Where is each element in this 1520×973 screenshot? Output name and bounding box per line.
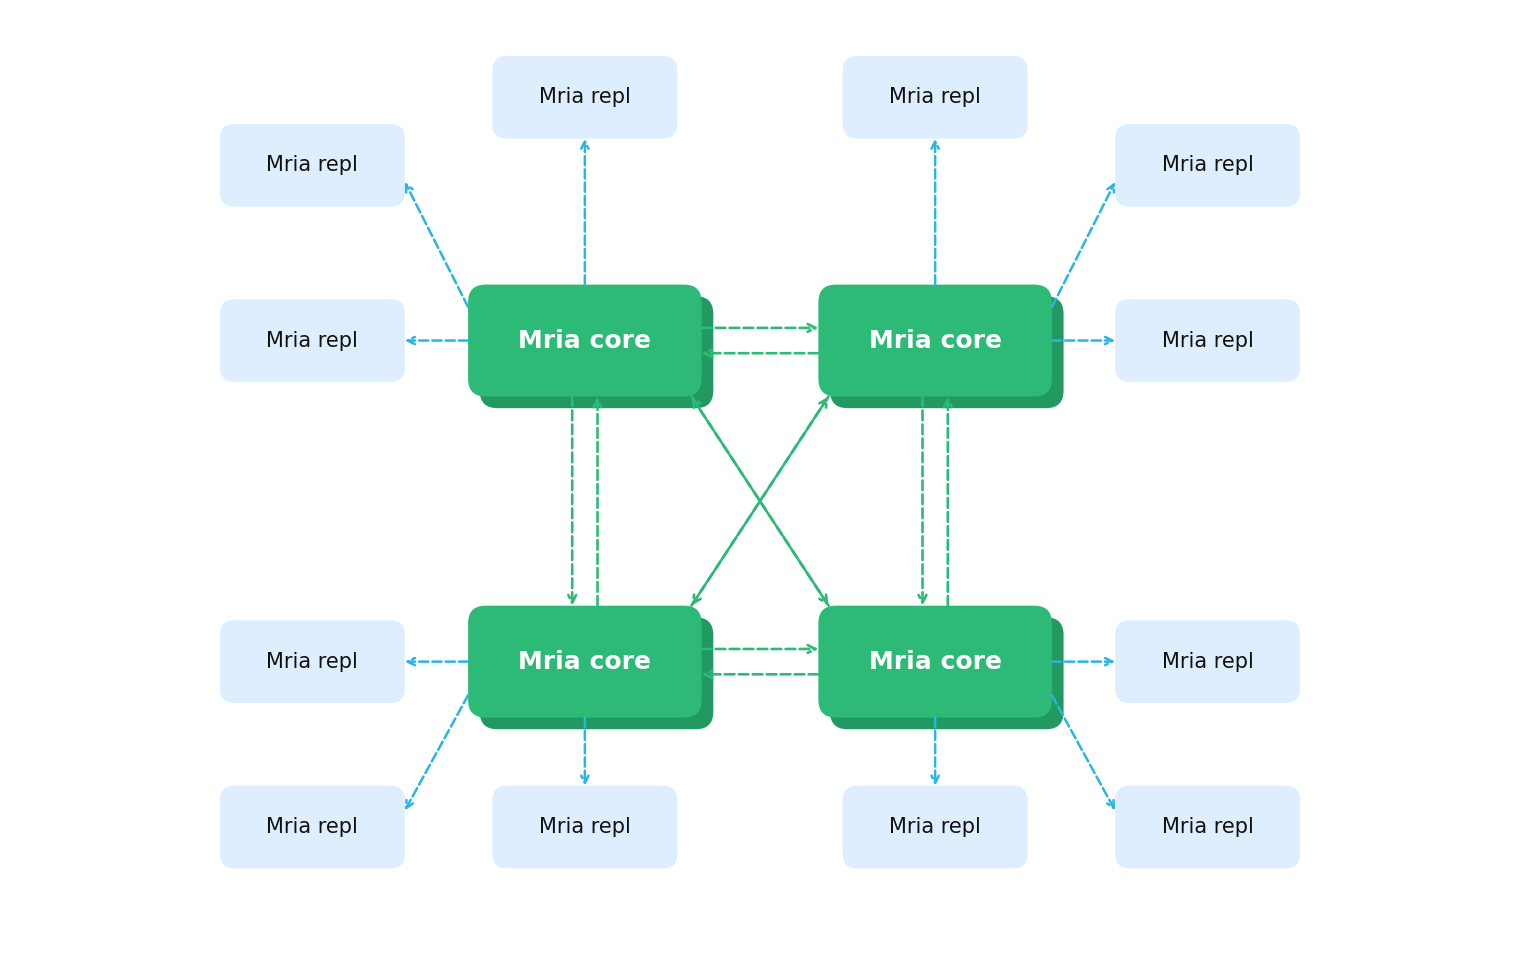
FancyBboxPatch shape: [1116, 300, 1300, 381]
FancyBboxPatch shape: [1116, 621, 1300, 703]
FancyBboxPatch shape: [842, 55, 1028, 138]
FancyBboxPatch shape: [492, 55, 678, 138]
FancyBboxPatch shape: [818, 605, 1052, 718]
FancyBboxPatch shape: [220, 124, 404, 206]
FancyBboxPatch shape: [492, 786, 678, 868]
Text: Mria repl: Mria repl: [540, 817, 631, 837]
Text: Mria core: Mria core: [868, 329, 1002, 352]
Text: Mria repl: Mria repl: [266, 652, 359, 671]
FancyBboxPatch shape: [468, 605, 702, 718]
FancyBboxPatch shape: [830, 617, 1064, 730]
Text: Mria core: Mria core: [518, 329, 652, 352]
Text: Mria repl: Mria repl: [889, 88, 980, 107]
FancyBboxPatch shape: [1116, 124, 1300, 206]
FancyBboxPatch shape: [480, 296, 713, 409]
FancyBboxPatch shape: [220, 621, 404, 703]
FancyBboxPatch shape: [220, 300, 404, 381]
FancyBboxPatch shape: [830, 296, 1064, 409]
FancyBboxPatch shape: [480, 617, 713, 730]
Text: Mria repl: Mria repl: [1161, 156, 1254, 175]
Text: Mria repl: Mria repl: [889, 817, 980, 837]
Text: Mria repl: Mria repl: [266, 156, 359, 175]
Text: Mria core: Mria core: [518, 650, 652, 673]
FancyBboxPatch shape: [468, 284, 702, 397]
FancyBboxPatch shape: [1116, 786, 1300, 868]
Text: Mria repl: Mria repl: [1161, 652, 1254, 671]
FancyBboxPatch shape: [818, 284, 1052, 397]
Text: Mria repl: Mria repl: [266, 817, 359, 837]
Text: Mria repl: Mria repl: [1161, 331, 1254, 350]
FancyBboxPatch shape: [842, 786, 1028, 868]
Text: Mria core: Mria core: [868, 650, 1002, 673]
Text: Mria repl: Mria repl: [266, 331, 359, 350]
Text: Mria repl: Mria repl: [540, 88, 631, 107]
FancyBboxPatch shape: [220, 786, 404, 868]
Text: Mria repl: Mria repl: [1161, 817, 1254, 837]
